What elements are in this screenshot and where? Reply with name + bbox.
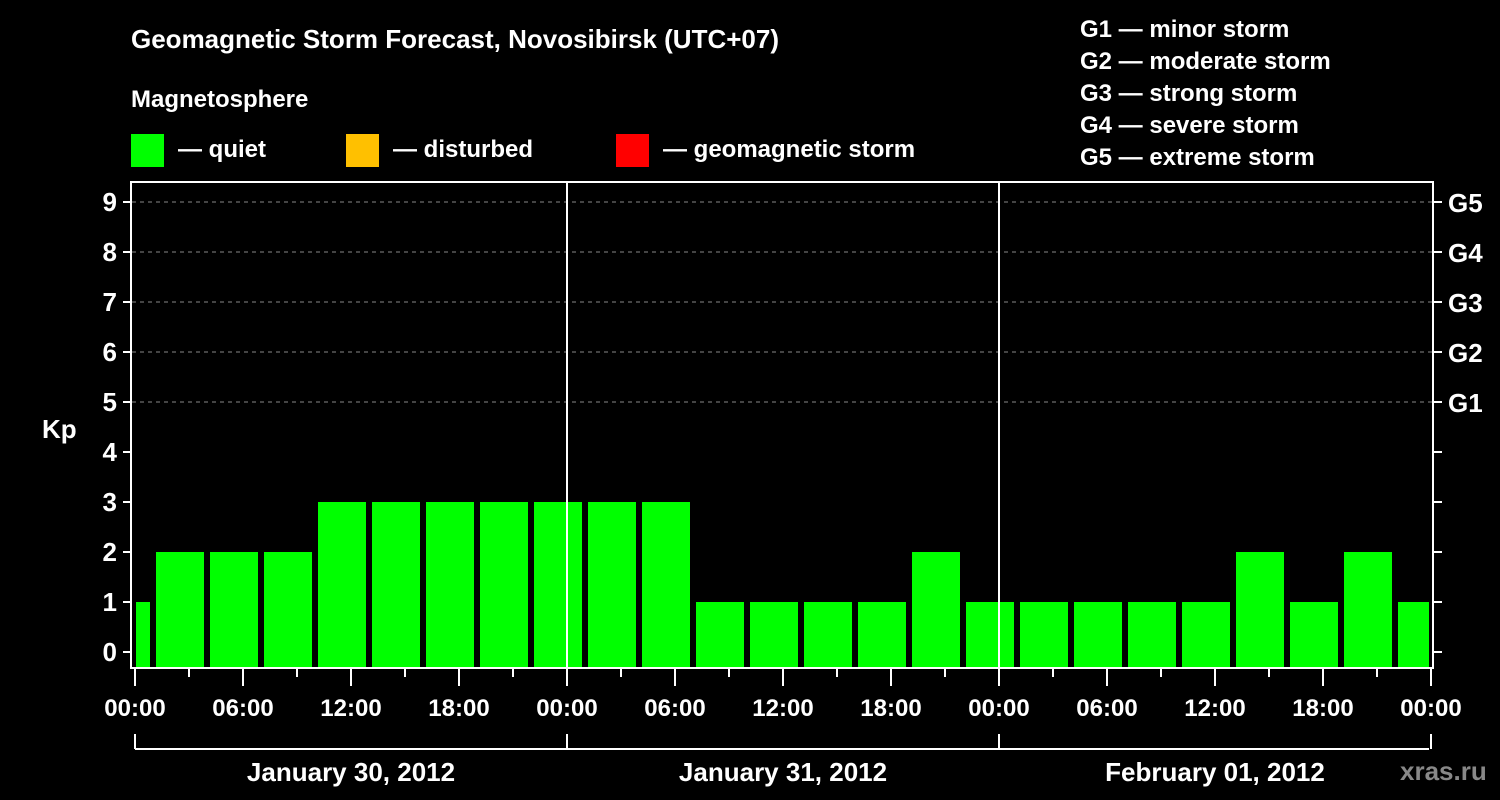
- kp-bar: [210, 552, 258, 668]
- kp-bar: [1074, 602, 1122, 668]
- kp-bar: [588, 502, 636, 668]
- plot-frame: [130, 181, 1434, 669]
- legend-quiet: — quiet: [131, 133, 266, 167]
- date-label: January 30, 2012: [247, 757, 455, 787]
- storm-scale-g4: G4 — severe storm: [1080, 112, 1299, 139]
- kp-bars: [136, 502, 1429, 668]
- storm-scale-g3: G3 — strong storm: [1080, 80, 1298, 107]
- y-tick-label: 3: [103, 487, 117, 517]
- kp-bar: [1398, 602, 1429, 668]
- x-tick-label: 00:00: [104, 695, 165, 722]
- kp-bar: [1290, 602, 1338, 668]
- kp-bar: [1344, 552, 1392, 668]
- legend-disturbed-label: — disturbed: [393, 136, 534, 163]
- g-scale-label: G2: [1448, 338, 1483, 368]
- legend-quiet-label: — quiet: [178, 136, 266, 163]
- x-tick-label: 12:00: [752, 695, 813, 722]
- x-tick-label: 18:00: [860, 695, 921, 722]
- y-tick-label: 6: [103, 337, 117, 367]
- storm-swatch-icon: [616, 133, 649, 167]
- legend-disturbed: — disturbed: [346, 133, 533, 167]
- y-tick-label: 2: [103, 537, 117, 567]
- x-tick-label: 12:00: [1184, 695, 1245, 722]
- g-scale-label: G1: [1448, 388, 1483, 418]
- x-tick-label: 00:00: [1400, 695, 1461, 722]
- kp-bar: [966, 602, 1014, 668]
- y-tick-label: 4: [103, 437, 118, 467]
- storm-scale-g1: G1 — minor storm: [1080, 16, 1290, 43]
- x-tick-label: 00:00: [968, 695, 1029, 722]
- x-tick-label: 06:00: [644, 695, 705, 722]
- storm-scale-list: G1 — minor storm G2 — moderate storm G3 …: [1080, 14, 1331, 174]
- x-tick-label: 12:00: [320, 695, 381, 722]
- y-axis-label: Kp: [42, 414, 77, 444]
- g-scale-label: G3: [1448, 288, 1483, 318]
- kp-bar: [1020, 602, 1068, 668]
- legend-storm: — geomagnetic storm: [616, 133, 915, 167]
- y-tick-label: 0: [103, 637, 117, 667]
- kp-bar: [696, 602, 744, 668]
- y-tick-label: 8: [103, 237, 117, 267]
- g-scale-label: G4: [1448, 238, 1483, 268]
- kp-bar: [858, 602, 906, 668]
- kp-bar: [1128, 602, 1176, 668]
- kp-bar: [426, 502, 474, 668]
- y-axis: 0 1 2 3 4 5 6 7 8 9: [103, 187, 131, 667]
- kp-bar: [750, 602, 798, 668]
- date-label: February 01, 2012: [1105, 757, 1325, 787]
- chart-subtitle: Magnetosphere: [131, 86, 309, 113]
- chart-title: Geomagnetic Storm Forecast, Novosibirsk …: [131, 24, 780, 54]
- x-tick-label: 18:00: [428, 695, 489, 722]
- kp-bar: [1236, 552, 1284, 668]
- storm-scale-g5: G5 — extreme storm: [1080, 144, 1315, 171]
- x-tick-label: 18:00: [1292, 695, 1353, 722]
- kp-bar: [156, 552, 204, 668]
- kp-bar: [642, 502, 690, 668]
- kp-bar: [534, 502, 582, 668]
- x-tick-label: 06:00: [212, 695, 273, 722]
- y-tick-label: 5: [103, 387, 117, 417]
- x-tick-label: 00:00: [536, 695, 597, 722]
- g-scale-axis: G1 G2 G3 G4 G5: [1433, 188, 1483, 653]
- kp-bar: [1182, 602, 1230, 668]
- watermark: xras.ru: [1400, 756, 1487, 786]
- date-axis: January 30, 2012 January 31, 2012 February…: [134, 734, 1432, 787]
- kp-bar: [804, 602, 852, 668]
- kp-bar: [318, 502, 366, 668]
- kp-bar: [480, 502, 528, 668]
- disturbed-swatch-icon: [346, 133, 379, 167]
- date-label: January 31, 2012: [679, 757, 887, 787]
- storm-scale-g2: G2 — moderate storm: [1080, 48, 1331, 75]
- y-tick-label: 9: [103, 187, 117, 217]
- kp-bar: [264, 552, 312, 668]
- g-scale-label: G5: [1448, 188, 1483, 218]
- kp-bar: [136, 602, 150, 668]
- grid-lines: [132, 201, 1432, 403]
- kp-bar: [372, 502, 420, 668]
- quiet-swatch-icon: [131, 133, 164, 167]
- y-tick-label: 7: [103, 287, 117, 317]
- x-tick-label: 06:00: [1076, 695, 1137, 722]
- kp-bar: [912, 552, 960, 668]
- x-axis: 00:00 06:00 12:00 18:00 00:00 06:00 12:00 18:00…: [104, 669, 1462, 722]
- y-tick-label: 1: [103, 587, 117, 617]
- legend-storm-label: — geomagnetic storm: [663, 136, 916, 163]
